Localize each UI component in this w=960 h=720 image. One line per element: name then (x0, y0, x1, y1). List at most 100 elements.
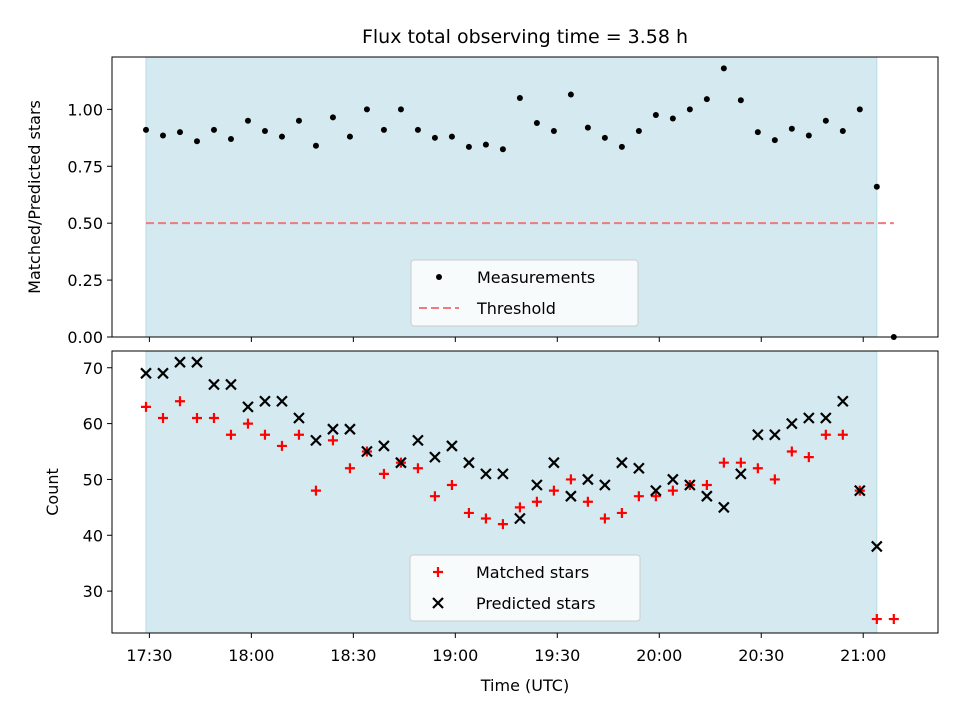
measurement-point (261, 127, 268, 134)
measurement-point (142, 126, 149, 133)
matched-stars-point (531, 496, 542, 507)
x-axis-label: Time (UTC) (480, 676, 569, 695)
predicted-stars-point (327, 423, 339, 435)
plot-frame (111, 56, 939, 338)
measurement-point (737, 97, 744, 104)
predicted-stars-point (582, 473, 594, 486)
ratio-panel: 0.00 0.25 0.50 0.75 1.00 Matched/Predicted st… (25, 56, 939, 347)
measurement-point (499, 146, 506, 153)
measurement-point (414, 126, 421, 133)
y-tick-label: 0.50 (67, 214, 103, 233)
measurement-point (686, 106, 693, 113)
matched-stars-point (429, 491, 440, 502)
matched-stars-point (480, 513, 491, 524)
measurement-point (312, 142, 319, 149)
y-tick-label: 1.00 (67, 100, 103, 119)
matched-stars-point (667, 485, 678, 496)
y-tick-label: 70 (83, 359, 103, 378)
predicted-stars-point (208, 378, 220, 391)
x-tick-label: 19:00 (432, 646, 478, 665)
measurement-point (584, 124, 591, 131)
legend-label: Predicted stars (476, 594, 596, 613)
matched-stars-point (888, 614, 899, 625)
measurement-point (431, 134, 438, 141)
measurement-point (346, 133, 353, 140)
measurement-point (329, 114, 336, 121)
measurement-point (822, 117, 829, 124)
measurement-point (397, 106, 404, 113)
measurement-point (482, 141, 489, 148)
measurement-point (856, 106, 863, 113)
predicted-stars-point (446, 440, 458, 452)
legend-box (410, 259, 639, 327)
y-tick-label: 50 (83, 470, 103, 489)
matched-stars-point (446, 480, 457, 491)
predicted-stars-point (310, 434, 322, 447)
predicted-stars-point (480, 468, 492, 480)
matched-stars-point (157, 413, 168, 424)
measurement-point (873, 183, 880, 190)
predicted-stars-point (225, 378, 237, 391)
matched-stars-point (225, 429, 236, 440)
matched-stars-point (276, 440, 287, 451)
matched-stars-point (752, 463, 763, 474)
measurement-point (550, 127, 557, 134)
measurement-point (193, 138, 200, 145)
legend-label: Threshold (476, 299, 556, 318)
predicted-stars-point (531, 479, 543, 491)
matched-stars-point (412, 463, 423, 474)
predicted-stars-point (701, 490, 713, 502)
matched-stars-point (735, 457, 746, 468)
predicted-stars-point (565, 490, 577, 502)
y-tick-label: 0.25 (67, 271, 103, 290)
measurement-point (618, 143, 625, 150)
predicted-stars-point (429, 451, 441, 463)
measurement-point (516, 94, 523, 101)
chart-title: Flux total observing time = 3.58 h (362, 26, 688, 48)
y-tick-label: 0.75 (67, 157, 103, 176)
predicted-stars-point (276, 395, 288, 408)
matched-stars-point (582, 496, 593, 507)
predicted-stars-point (769, 428, 781, 441)
measurement-point (176, 129, 183, 136)
measurement-point (533, 120, 540, 127)
matched-stars-point (871, 614, 882, 625)
predicted-stars-point (514, 512, 526, 525)
predicted-stars-point (803, 412, 815, 424)
measurement-point (839, 127, 846, 134)
predicted-stars-point (854, 484, 866, 497)
predicted-stars-point (718, 501, 730, 514)
predicted-stars-point (616, 456, 628, 469)
x-tick-label: 20:30 (738, 646, 784, 665)
y-tick-label: 30 (83, 582, 103, 601)
predicted-stars-point (667, 473, 679, 486)
legend-label: Measurements (477, 268, 595, 287)
measurement-point (295, 117, 302, 124)
predicted-stars-point (242, 401, 254, 413)
y-axis-label: Count (43, 468, 62, 516)
predicted-stars-point (735, 468, 747, 480)
measurement-point (771, 137, 778, 144)
matched-stars-point (803, 452, 814, 463)
measurement-point (210, 126, 217, 133)
matched-stars-point (242, 418, 253, 429)
matched-stars-point (650, 491, 661, 502)
measurement-point (363, 106, 370, 113)
matched-stars-point (837, 429, 848, 440)
x-tick-label: 20:00 (636, 646, 682, 665)
measurement-point (448, 133, 455, 140)
y-tick-label: 0.00 (67, 328, 103, 347)
matched-stars-point (174, 396, 185, 407)
matched-stars-point (497, 519, 508, 530)
matched-stars-point (701, 480, 712, 491)
measurement-point (788, 125, 795, 132)
matched-stars-point (820, 429, 831, 440)
matched-stars-point (140, 401, 151, 412)
predicted-stars-point (344, 423, 356, 435)
legend-marker (436, 274, 442, 280)
x-tick-label: 17:30 (126, 646, 172, 665)
predicted-stars-point (786, 417, 798, 430)
matched-stars-point (310, 485, 321, 496)
legend-marker (432, 597, 444, 609)
predicted-stars-point (837, 395, 849, 408)
